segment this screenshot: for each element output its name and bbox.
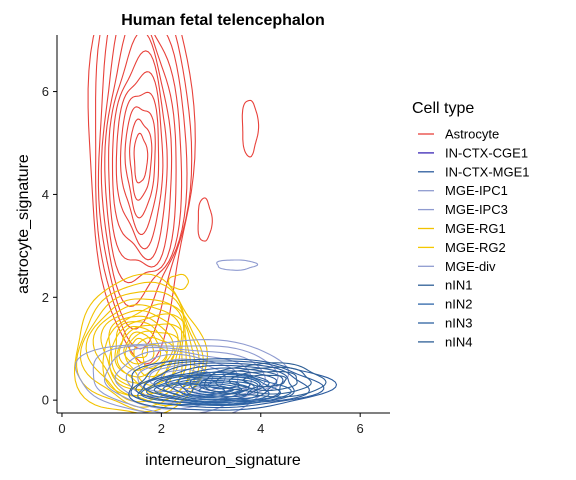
contour-group-nin4-10: [204, 362, 327, 398]
contour-group-astrocyte-1: [241, 99, 260, 158]
contour-line: [140, 373, 282, 405]
legend-label-astrocyte: Astrocyte: [445, 127, 499, 142]
y-axis-title: astrocyte_signature: [15, 154, 32, 294]
contour-line: [173, 381, 250, 399]
y-axis-ticks: 0 2 4 6: [42, 84, 57, 408]
contour-line: [108, 35, 173, 268]
contour-line: [128, 358, 338, 411]
chart-title: Human fetal telencephalon: [121, 12, 325, 29]
legend-label-nin2: nIN2: [445, 297, 472, 312]
legend: Cell type Astrocyte IN-CTX-CGE1 IN-CTX-MGE…: [412, 100, 530, 349]
x-tick-label: 6: [357, 421, 364, 436]
x-tick-label: 4: [257, 421, 264, 436]
plot-area: [73, 35, 338, 413]
legend-label-in-ctx-mge1: IN-CTX-MGE1: [445, 164, 530, 179]
x-axis-ticks: 0 2 4 6: [58, 413, 364, 436]
y-tick-label: 2: [42, 290, 49, 305]
legend-label-mge-rg2: MGE-RG2: [445, 240, 506, 255]
contour-line: [129, 118, 153, 201]
contour-line: [215, 366, 312, 395]
contour-line: [167, 273, 189, 291]
legend-label-nin1: nIN1: [445, 278, 472, 293]
contour-group-mge-rg1-5: [167, 273, 189, 291]
contour-line: [228, 371, 298, 392]
contour-line: [148, 363, 214, 390]
contour-group-nin2-9: [137, 371, 292, 406]
contour-line: [115, 71, 164, 250]
contour-line: [119, 91, 160, 235]
contour-line: [146, 376, 270, 404]
contour-group-astrocyte-0: [87, 35, 196, 365]
legend-label-mge-ipc3: MGE-IPC3: [445, 202, 508, 217]
legend-label-in-ctx-cge1: IN-CTX-CGE1: [445, 145, 528, 160]
contour-group-mge-div-7: [216, 259, 259, 271]
contour-line: [241, 99, 260, 158]
contour-line: [163, 379, 255, 401]
contour-group-astrocyte-2: [197, 197, 213, 242]
legend-label-nin3: nIN3: [445, 316, 472, 331]
legend-title: Cell type: [412, 100, 474, 117]
legend-items: Astrocyte IN-CTX-CGE1 IN-CTX-MGE1 MGE-IPC1 M…: [418, 127, 530, 349]
legend-label-mge-rg1: MGE-RG1: [445, 221, 506, 236]
contour-line: [133, 132, 149, 184]
contour-line: [111, 50, 168, 261]
x-axis-title: interneuron_signature: [145, 452, 301, 469]
contour-line: [216, 259, 259, 271]
contour-line: [87, 35, 196, 365]
contour-line: [130, 360, 325, 409]
contour-line: [74, 339, 290, 413]
contour-line: [137, 371, 292, 406]
contour-line: [95, 35, 193, 350]
contour-line: [114, 321, 168, 378]
legend-label-mge-ipc1: MGE-IPC1: [445, 183, 508, 198]
contour-line: [183, 383, 243, 397]
contour-line: [124, 106, 156, 219]
legend-label-mge-div: MGE-div: [445, 259, 496, 274]
y-tick-label: 6: [42, 84, 49, 99]
y-tick-label: 0: [42, 393, 49, 408]
contour-line: [100, 35, 183, 308]
x-tick-label: 0: [58, 421, 65, 436]
contour-line: [204, 362, 327, 398]
contour-line: [108, 315, 174, 384]
legend-label-nin4: nIN4: [445, 334, 472, 349]
contour-line: [104, 35, 177, 284]
y-tick-label: 4: [42, 187, 49, 202]
contour-line: [197, 197, 213, 242]
x-tick-label: 2: [158, 421, 165, 436]
contour-line: [191, 384, 234, 396]
contour-line: [153, 378, 259, 402]
contour-line: [97, 35, 188, 330]
contour-line: [242, 374, 287, 388]
